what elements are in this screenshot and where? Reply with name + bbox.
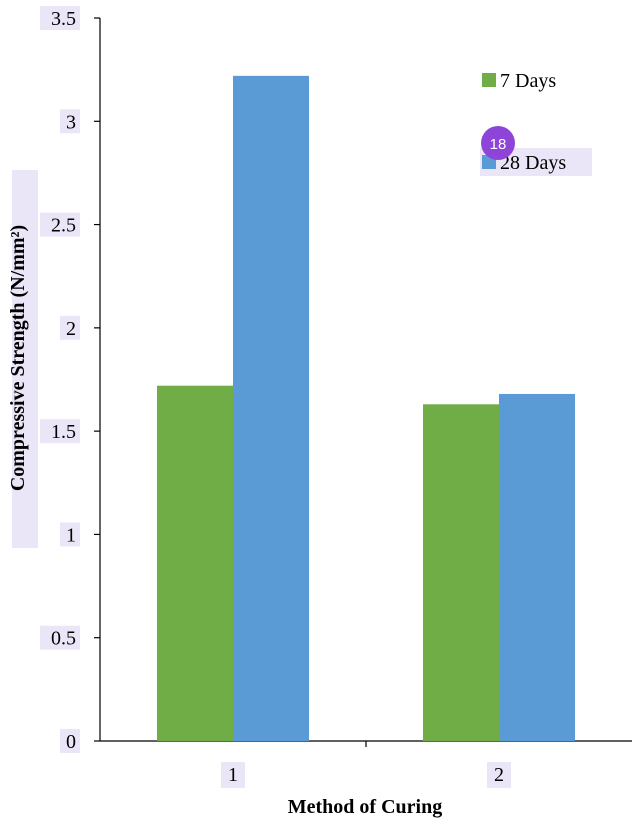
y-tick-highlight <box>40 625 80 650</box>
bars <box>157 75 575 742</box>
legend-label: 28 Days <box>500 152 566 174</box>
bar-7-days-1 <box>157 385 233 741</box>
legend-swatch <box>482 73 496 87</box>
y-tick-highlight <box>40 419 80 444</box>
y-tick-label: 1.5 <box>51 421 76 443</box>
y-tick-highlight <box>60 315 80 340</box>
y-tick-highlight <box>60 522 80 547</box>
label-highlights <box>12 6 511 788</box>
y-tick-label: 1 <box>66 524 76 546</box>
overlay-badge: 18 <box>481 126 515 160</box>
y-axis-title: Compressive Strength (N/mm²) <box>7 225 29 491</box>
x-tick-label: 1 <box>228 764 238 786</box>
y-title-highlight <box>12 170 38 548</box>
legend: 7 Days 28 Days <box>480 70 592 176</box>
x-tick-highlight <box>487 762 511 788</box>
x-tick-highlight <box>221 762 245 788</box>
bar-7-days-2 <box>423 404 499 741</box>
x-axis-title: Method of Curing <box>288 796 442 818</box>
y-tick-label: 0.5 <box>51 628 76 650</box>
bar-28-days-1 <box>233 75 309 742</box>
badge-label: 18 <box>490 136 507 153</box>
badge-circle <box>481 126 515 160</box>
y-tick-label: 3 <box>66 111 76 133</box>
y-tick-highlight <box>40 6 80 30</box>
legend-label: 7 Days <box>500 70 556 92</box>
bar-28-days-2 <box>499 393 575 741</box>
y-tick-highlight <box>40 212 80 237</box>
y-tick-label: 2.5 <box>51 215 76 237</box>
x-tick-label: 2 <box>494 764 504 786</box>
y-tick-highlight <box>60 729 80 753</box>
y-tick-highlight <box>60 109 80 134</box>
y-tick-label: 3.5 <box>51 8 76 30</box>
y-tick-label: 0 <box>66 731 76 753</box>
y-tick-label: 2 <box>66 318 76 340</box>
y-ticks: 0 0.5 1 1.5 2 2.5 3 3.5 <box>51 8 100 753</box>
